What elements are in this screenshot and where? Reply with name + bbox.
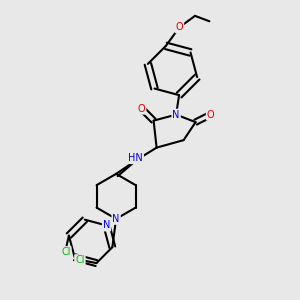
Text: Cl: Cl [61, 247, 70, 257]
Text: HN: HN [128, 153, 143, 163]
Text: O: O [207, 110, 214, 120]
Text: O: O [138, 103, 146, 114]
Text: Cl: Cl [75, 255, 85, 265]
Text: N: N [172, 110, 180, 120]
Text: N: N [112, 214, 120, 224]
Text: O: O [176, 22, 183, 32]
Text: N: N [103, 220, 110, 230]
